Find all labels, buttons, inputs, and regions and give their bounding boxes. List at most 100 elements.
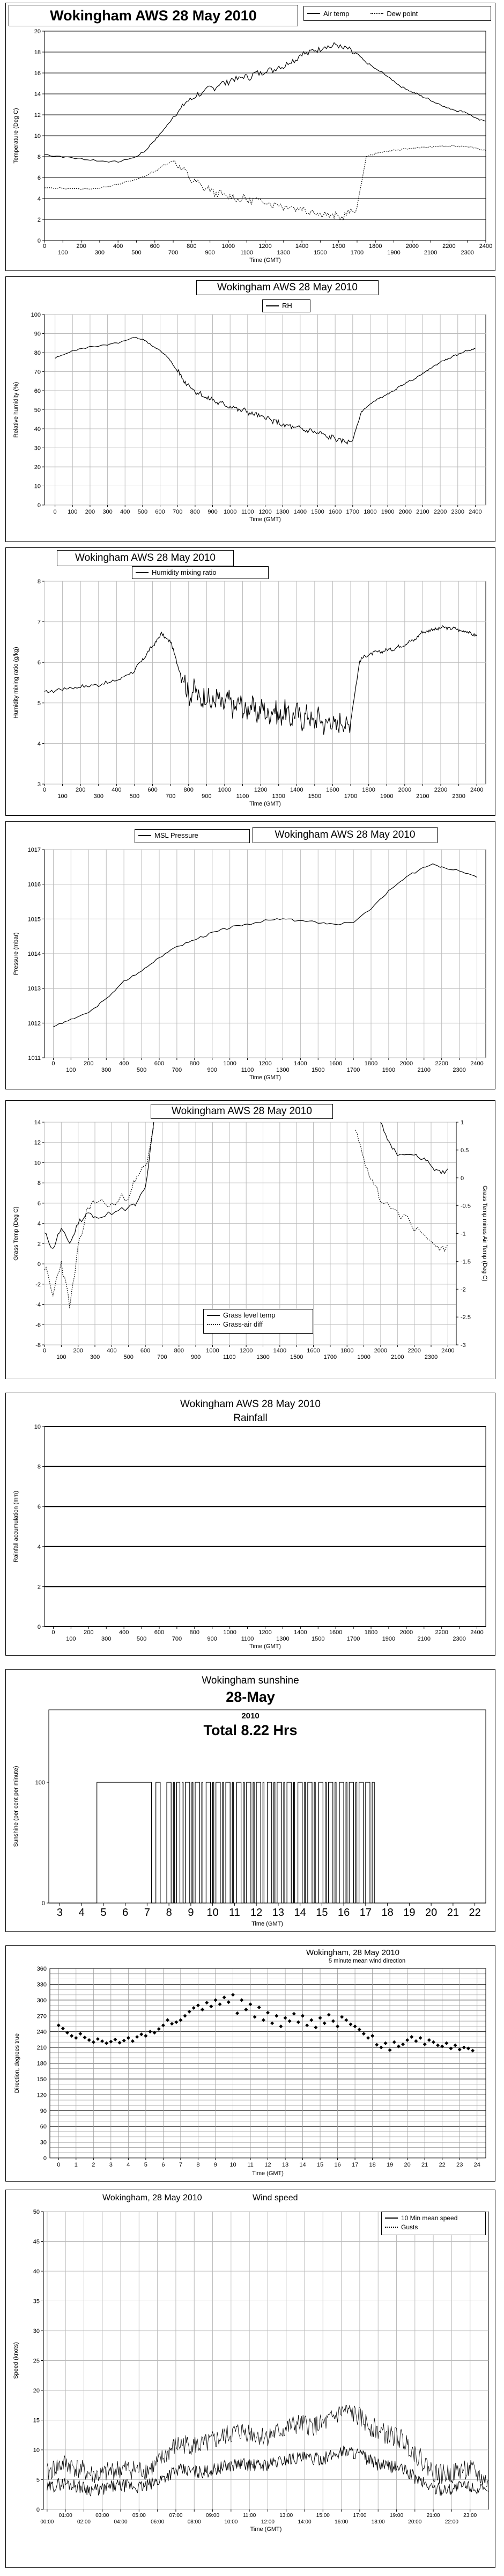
x-tick-label: 700 — [168, 250, 178, 256]
x-tick-label: 00:00 — [40, 2519, 54, 2525]
x-tick-label: 22 — [469, 1907, 481, 1919]
legend-label: MSL Pressure — [154, 831, 198, 839]
y-axis-label: Rainfall accumulation (mm) — [13, 1491, 19, 1562]
data-point — [179, 2018, 183, 2022]
sunshine-chart: 0 100 3 4 5 6 7 8 9 10 11 12 13 14 15 16 17 18 19 20 21 22 Tim… — [13, 1709, 486, 1927]
x-tick-label: 1500 — [311, 509, 324, 515]
x-tick-label: 5 — [144, 2162, 147, 2168]
x-tick-label: 16:00 — [335, 2519, 348, 2525]
rh-legend: RH — [262, 299, 310, 312]
y-axis-label: Relative humidity (%) — [13, 382, 19, 438]
x-tick-label: 2000 — [400, 1060, 413, 1067]
x-tick-label: 23 — [456, 2162, 463, 2168]
x-tick-label: 400 — [120, 509, 130, 515]
data-point — [248, 2002, 253, 2007]
x-tick-label: 1700 — [351, 250, 364, 256]
y-tick-label: 0 — [36, 2507, 40, 2513]
legend-item-dew-point: Dew point — [370, 9, 418, 18]
x-tick-label: 2000 — [374, 1348, 387, 1354]
y-tick-label: 0 — [38, 238, 41, 244]
data-point — [327, 2012, 331, 2017]
temperature-chart-panel: 0 2 4 6 8 10 12 14 16 18 20 100 300 500 700 900 1100 1300… — [5, 3, 495, 271]
rainfall-chart-panel: 0 2 4 6 8 10 100 300 500 700 900 1100 1300 1500 1700 19… — [5, 1393, 495, 1656]
data-point — [74, 2036, 78, 2040]
x-tick-label: 2300 — [452, 793, 465, 800]
y-tick-label: 12 — [34, 1140, 41, 1146]
x-tick-label: 2300 — [453, 1636, 465, 1642]
humidity-chart-panel: 0 10 20 30 40 50 60 70 80 90 100 0 100 200 300 400 500 60… — [5, 276, 495, 542]
x-tick-label: 18:00 — [372, 2519, 385, 2525]
y-tick-label: 20 — [34, 464, 41, 471]
mixing-legend: Humidity mixing ratio — [132, 566, 269, 579]
data-point — [56, 2023, 61, 2028]
x-tick-label: 1200 — [258, 1629, 271, 1636]
sunshine-chart-panel: 0 100 3 4 5 6 7 8 9 10 11 12 13 14 15 16 17 18 19 20 21 22 Tim… — [5, 1669, 495, 1932]
x-tick-label: 100 — [58, 250, 68, 256]
y-right-tick-label: -0.5 — [461, 1203, 471, 1210]
series-line-mixing-ratio — [44, 625, 477, 735]
y-tick-label: 12 — [34, 112, 41, 119]
data-point — [113, 2037, 117, 2041]
x-tick-label: 1800 — [365, 1060, 377, 1067]
data-point — [253, 2015, 257, 2019]
data-point — [226, 2000, 231, 2004]
x-tick-label: 1000 — [223, 1629, 236, 1636]
x-tick-label: 0 — [54, 509, 57, 515]
legend-item-mean-speed: 10 Min mean speed — [385, 2213, 482, 2222]
legend-swatch — [370, 13, 384, 14]
x-tick-label: 1800 — [365, 1629, 377, 1636]
chart-subtitle: Rainfall — [233, 1413, 268, 1424]
data-point — [65, 2031, 70, 2035]
x-tick-label: 2100 — [416, 793, 429, 800]
series-line-grass-temp — [380, 1122, 448, 1175]
data-point — [235, 2011, 240, 2015]
y-tick-label: 30 — [34, 445, 41, 452]
y-tick-label: 8 — [38, 579, 41, 585]
y-tick-label: 360 — [37, 1966, 47, 1972]
data-point — [344, 2018, 349, 2022]
data-point — [436, 2043, 440, 2047]
plot-frame — [49, 1968, 486, 2158]
x-tick-label: 6 — [122, 1907, 128, 1919]
x-tick-label: 8 — [166, 1907, 172, 1919]
y-tick-label: 90 — [34, 331, 41, 338]
x-tick-label: 700 — [172, 1067, 182, 1073]
x-tick-label: 23:00 — [463, 2513, 477, 2519]
y-tick-label: 300 — [37, 1997, 47, 2004]
legend-label: Humidity mixing ratio — [152, 568, 217, 576]
y-tick-label: 4 — [38, 741, 41, 747]
y-tick-label: 4 — [38, 1221, 41, 1227]
x-tick-label: 200 — [84, 1060, 93, 1067]
x-tick-label: 10:00 — [224, 2519, 238, 2525]
x-tick-label: 01:00 — [59, 2513, 72, 2519]
y-tick-label: 4 — [38, 196, 41, 202]
data-point — [218, 2002, 222, 2007]
y-tick-label: 90 — [40, 2108, 47, 2114]
y-tick-label: 270 — [37, 2013, 47, 2019]
y-tick-label: 50 — [34, 407, 41, 414]
data-point — [444, 2041, 449, 2045]
y-tick-label: 1014 — [28, 951, 41, 957]
data-point — [191, 2006, 196, 2010]
y-tick-label: 1017 — [28, 847, 41, 853]
x-tick-label: 2300 — [453, 1067, 465, 1073]
data-point — [353, 2024, 357, 2029]
x-tick-label: 0 — [51, 1060, 55, 1067]
pressure-chart-panel: 1011 1012 1013 1014 1015 1016 1017 100 300 500 700… — [5, 821, 495, 1089]
x-tick-label: 200 — [85, 509, 95, 515]
data-point — [349, 2022, 353, 2026]
data-point — [418, 2036, 423, 2040]
data-point — [414, 2039, 418, 2043]
x-tick-label: 1600 — [307, 1348, 320, 1354]
y-axis-label: Speed (knots) — [13, 2342, 19, 2379]
x-tick-label: 22 — [439, 2162, 446, 2168]
x-axis-label: Time (GMT) — [249, 1643, 281, 1650]
x-tick-label: 1000 — [206, 1348, 219, 1354]
y-tick-label: 10 — [34, 1160, 41, 1166]
x-tick-label: 1000 — [222, 243, 235, 250]
x-tick-label: 2100 — [424, 250, 437, 256]
x-tick-label: 09:00 — [206, 2513, 219, 2519]
legend-item-msl-pressure: MSL Pressure — [138, 831, 246, 840]
x-tick-label: 2200 — [442, 243, 455, 250]
